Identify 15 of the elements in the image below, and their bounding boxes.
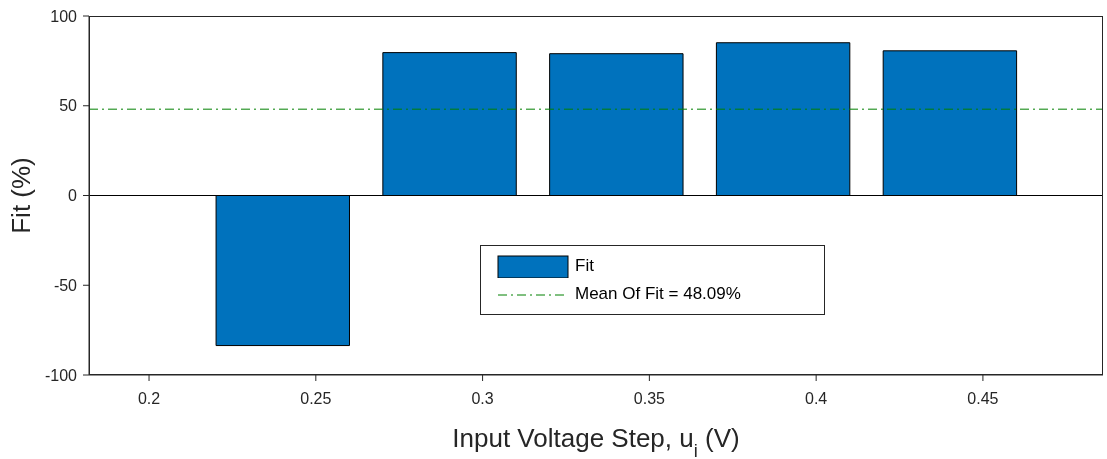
x-tick-label: 0.35 (633, 390, 666, 408)
y-tick-label: 50 (59, 97, 78, 115)
x-tick-label: 0.2 (137, 390, 161, 408)
x-tick-label: 0.3 (471, 390, 494, 408)
x-tick-label: 0.45 (967, 390, 999, 408)
x-tick-label: 0.4 (805, 390, 828, 408)
x-tick-label: 0.25 (300, 390, 332, 408)
legend-label: Mean Of Fit = 48.09% (575, 284, 741, 304)
y-axis-title: Fit (%) (6, 157, 36, 234)
legend-label: Fit (575, 256, 594, 276)
y-tick-label: -100 (44, 366, 78, 384)
y-tick-label: 100 (50, 7, 78, 25)
y-tick-label: -50 (53, 276, 78, 294)
y-tick-label: 0 (68, 187, 78, 205)
x-axis-title: Input Voltage Step, u$_{i}$ (V) (452, 423, 740, 459)
